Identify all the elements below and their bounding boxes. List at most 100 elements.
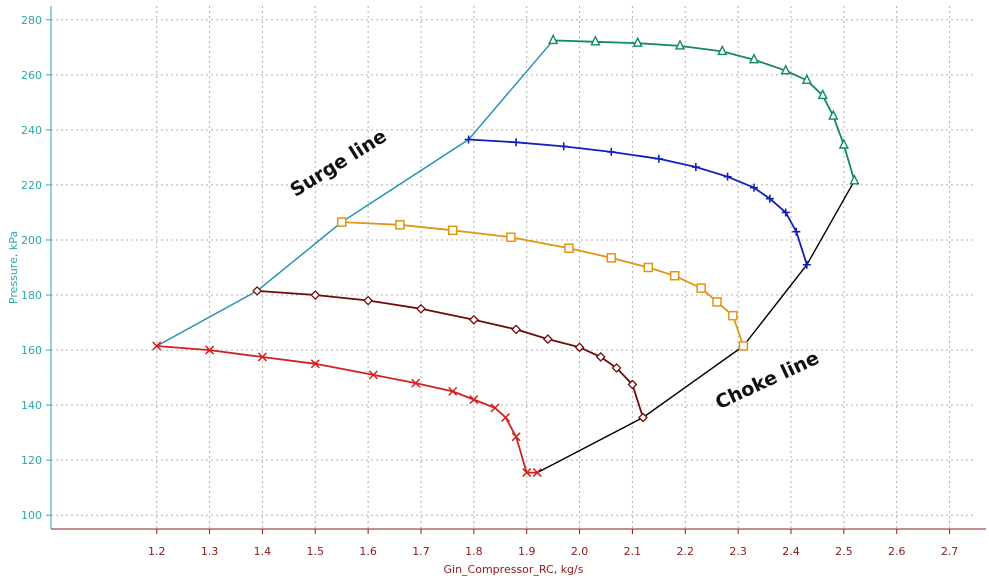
data-point-diamond-marker <box>574 342 585 353</box>
data-point-x-marker <box>411 378 421 388</box>
data-point-square-marker <box>643 262 654 273</box>
data-point-plus-marker <box>691 163 700 172</box>
data-point-x-marker <box>448 386 458 396</box>
data-point-plus-marker <box>607 147 616 156</box>
y-axis-title: Pressure, kPa <box>7 231 20 304</box>
series-line <box>553 39 856 182</box>
x-tick-label: 1.8 <box>465 545 483 558</box>
data-point-diamond-marker <box>627 379 638 390</box>
y-tick-label: 200 <box>21 234 42 247</box>
data-point-x-marker <box>310 359 320 369</box>
x-tick-label: 2.6 <box>888 545 906 558</box>
y-tick-label: 180 <box>21 289 42 302</box>
x-axis-title: Gin_Compressor_RC, kg/s <box>444 563 584 576</box>
x-tick-label: 1.6 <box>359 545 377 558</box>
x-tick-label: 1.7 <box>412 545 430 558</box>
x-tick-label: 1.2 <box>148 545 166 558</box>
data-point-square-marker <box>447 225 458 236</box>
data-point-triangle-marker <box>817 88 828 100</box>
data-point-plus-marker <box>750 183 758 192</box>
data-point-x-marker <box>257 352 267 362</box>
data-point-x-marker <box>532 468 542 478</box>
axes: 1.2 1.3 1.4 1.5 1.6 1.7 1.8 1.9 2.0 2.1 2.2 2.3 2.4 2… <box>21 6 986 558</box>
y-tick-label: 140 <box>21 399 42 412</box>
data-point-square-marker <box>738 341 749 351</box>
y-tick-label: 120 <box>21 454 42 467</box>
data-point-triangle-marker <box>632 36 643 47</box>
series-line <box>257 290 644 418</box>
data-point-triangle-marker <box>590 35 601 46</box>
data-point-plus-marker <box>559 142 568 151</box>
data-point-diamond-marker <box>611 363 622 373</box>
x-tick-label: 2.4 <box>782 545 800 558</box>
data-point-diamond-marker <box>252 285 263 296</box>
data-point-diamond-marker <box>595 352 606 362</box>
x-tick-label: 2.3 <box>729 545 747 558</box>
data-point-square-marker <box>336 217 347 227</box>
x-tick-label: 1.3 <box>201 545 219 558</box>
series-line <box>341 221 745 347</box>
data-point-triangle-marker <box>674 39 686 50</box>
data-point-x-marker <box>152 341 162 351</box>
data-point-triangle-marker <box>548 33 559 45</box>
data-point-triangle-marker <box>838 138 849 149</box>
data-point-x-marker <box>511 432 521 442</box>
y-tick-label: 260 <box>21 69 42 82</box>
data-point-diamond-marker <box>638 412 648 423</box>
data-point-x-marker <box>522 468 532 478</box>
data-point-square-marker <box>712 297 722 307</box>
data-point-plus-marker <box>464 135 473 144</box>
data-point-square-marker <box>506 232 516 242</box>
data-point-square-marker <box>696 283 706 293</box>
data-point-square-marker <box>564 243 574 253</box>
data-point-triangle-marker <box>717 44 728 56</box>
x-tick-label: 1.4 <box>254 545 272 558</box>
series-lines <box>156 39 856 474</box>
surge-line <box>156 39 554 347</box>
x-tick-label: 2.7 <box>941 545 959 558</box>
data-point-triangle-marker <box>801 73 812 85</box>
annotation-label: Surge line <box>286 125 390 201</box>
choke-line <box>536 180 856 474</box>
data-point-triangle-marker <box>748 53 760 64</box>
grid-lines <box>51 6 976 529</box>
data-point-plus-marker <box>512 138 521 147</box>
data-point-diamond-marker <box>363 295 374 306</box>
x-tick-label: 1.5 <box>307 545 325 558</box>
data-point-triangle-marker <box>780 64 791 75</box>
data-point-diamond-marker <box>310 290 321 300</box>
data-point-plus-marker <box>654 154 663 163</box>
data-point-plus-marker <box>802 260 811 269</box>
series-line <box>468 138 808 265</box>
data-point-square-marker <box>395 220 405 230</box>
data-point-square-marker <box>669 271 680 281</box>
data-point-x-marker <box>501 412 511 423</box>
data-point-diamond-marker <box>542 334 553 344</box>
y-tick-label: 100 <box>21 509 42 522</box>
data-point-plus-marker <box>723 172 732 181</box>
y-tick-label: 280 <box>21 14 42 27</box>
x-tick-label: 2.5 <box>835 545 853 558</box>
data-point-x-marker <box>490 403 500 413</box>
series-markers <box>152 33 860 478</box>
data-point-square-marker <box>606 253 617 263</box>
data-point-x-marker <box>205 345 215 355</box>
series-line <box>156 345 538 474</box>
data-point-triangle-marker <box>828 109 839 120</box>
data-point-triangle-marker <box>849 174 860 185</box>
data-point-x-marker <box>469 395 479 405</box>
data-point-plus-marker <box>765 194 774 203</box>
x-tick-label: 2.0 <box>571 545 589 558</box>
data-point-square-marker <box>728 310 738 321</box>
y-tick-label: 240 <box>21 124 42 137</box>
data-point-diamond-marker <box>416 303 426 314</box>
x-tick-label: 2.1 <box>624 545 642 558</box>
data-point-x-marker <box>368 370 378 380</box>
y-tick-label: 220 <box>21 179 42 192</box>
data-point-plus-marker <box>781 208 790 217</box>
data-point-plus-marker <box>792 227 801 236</box>
x-tick-label: 1.9 <box>518 545 536 558</box>
